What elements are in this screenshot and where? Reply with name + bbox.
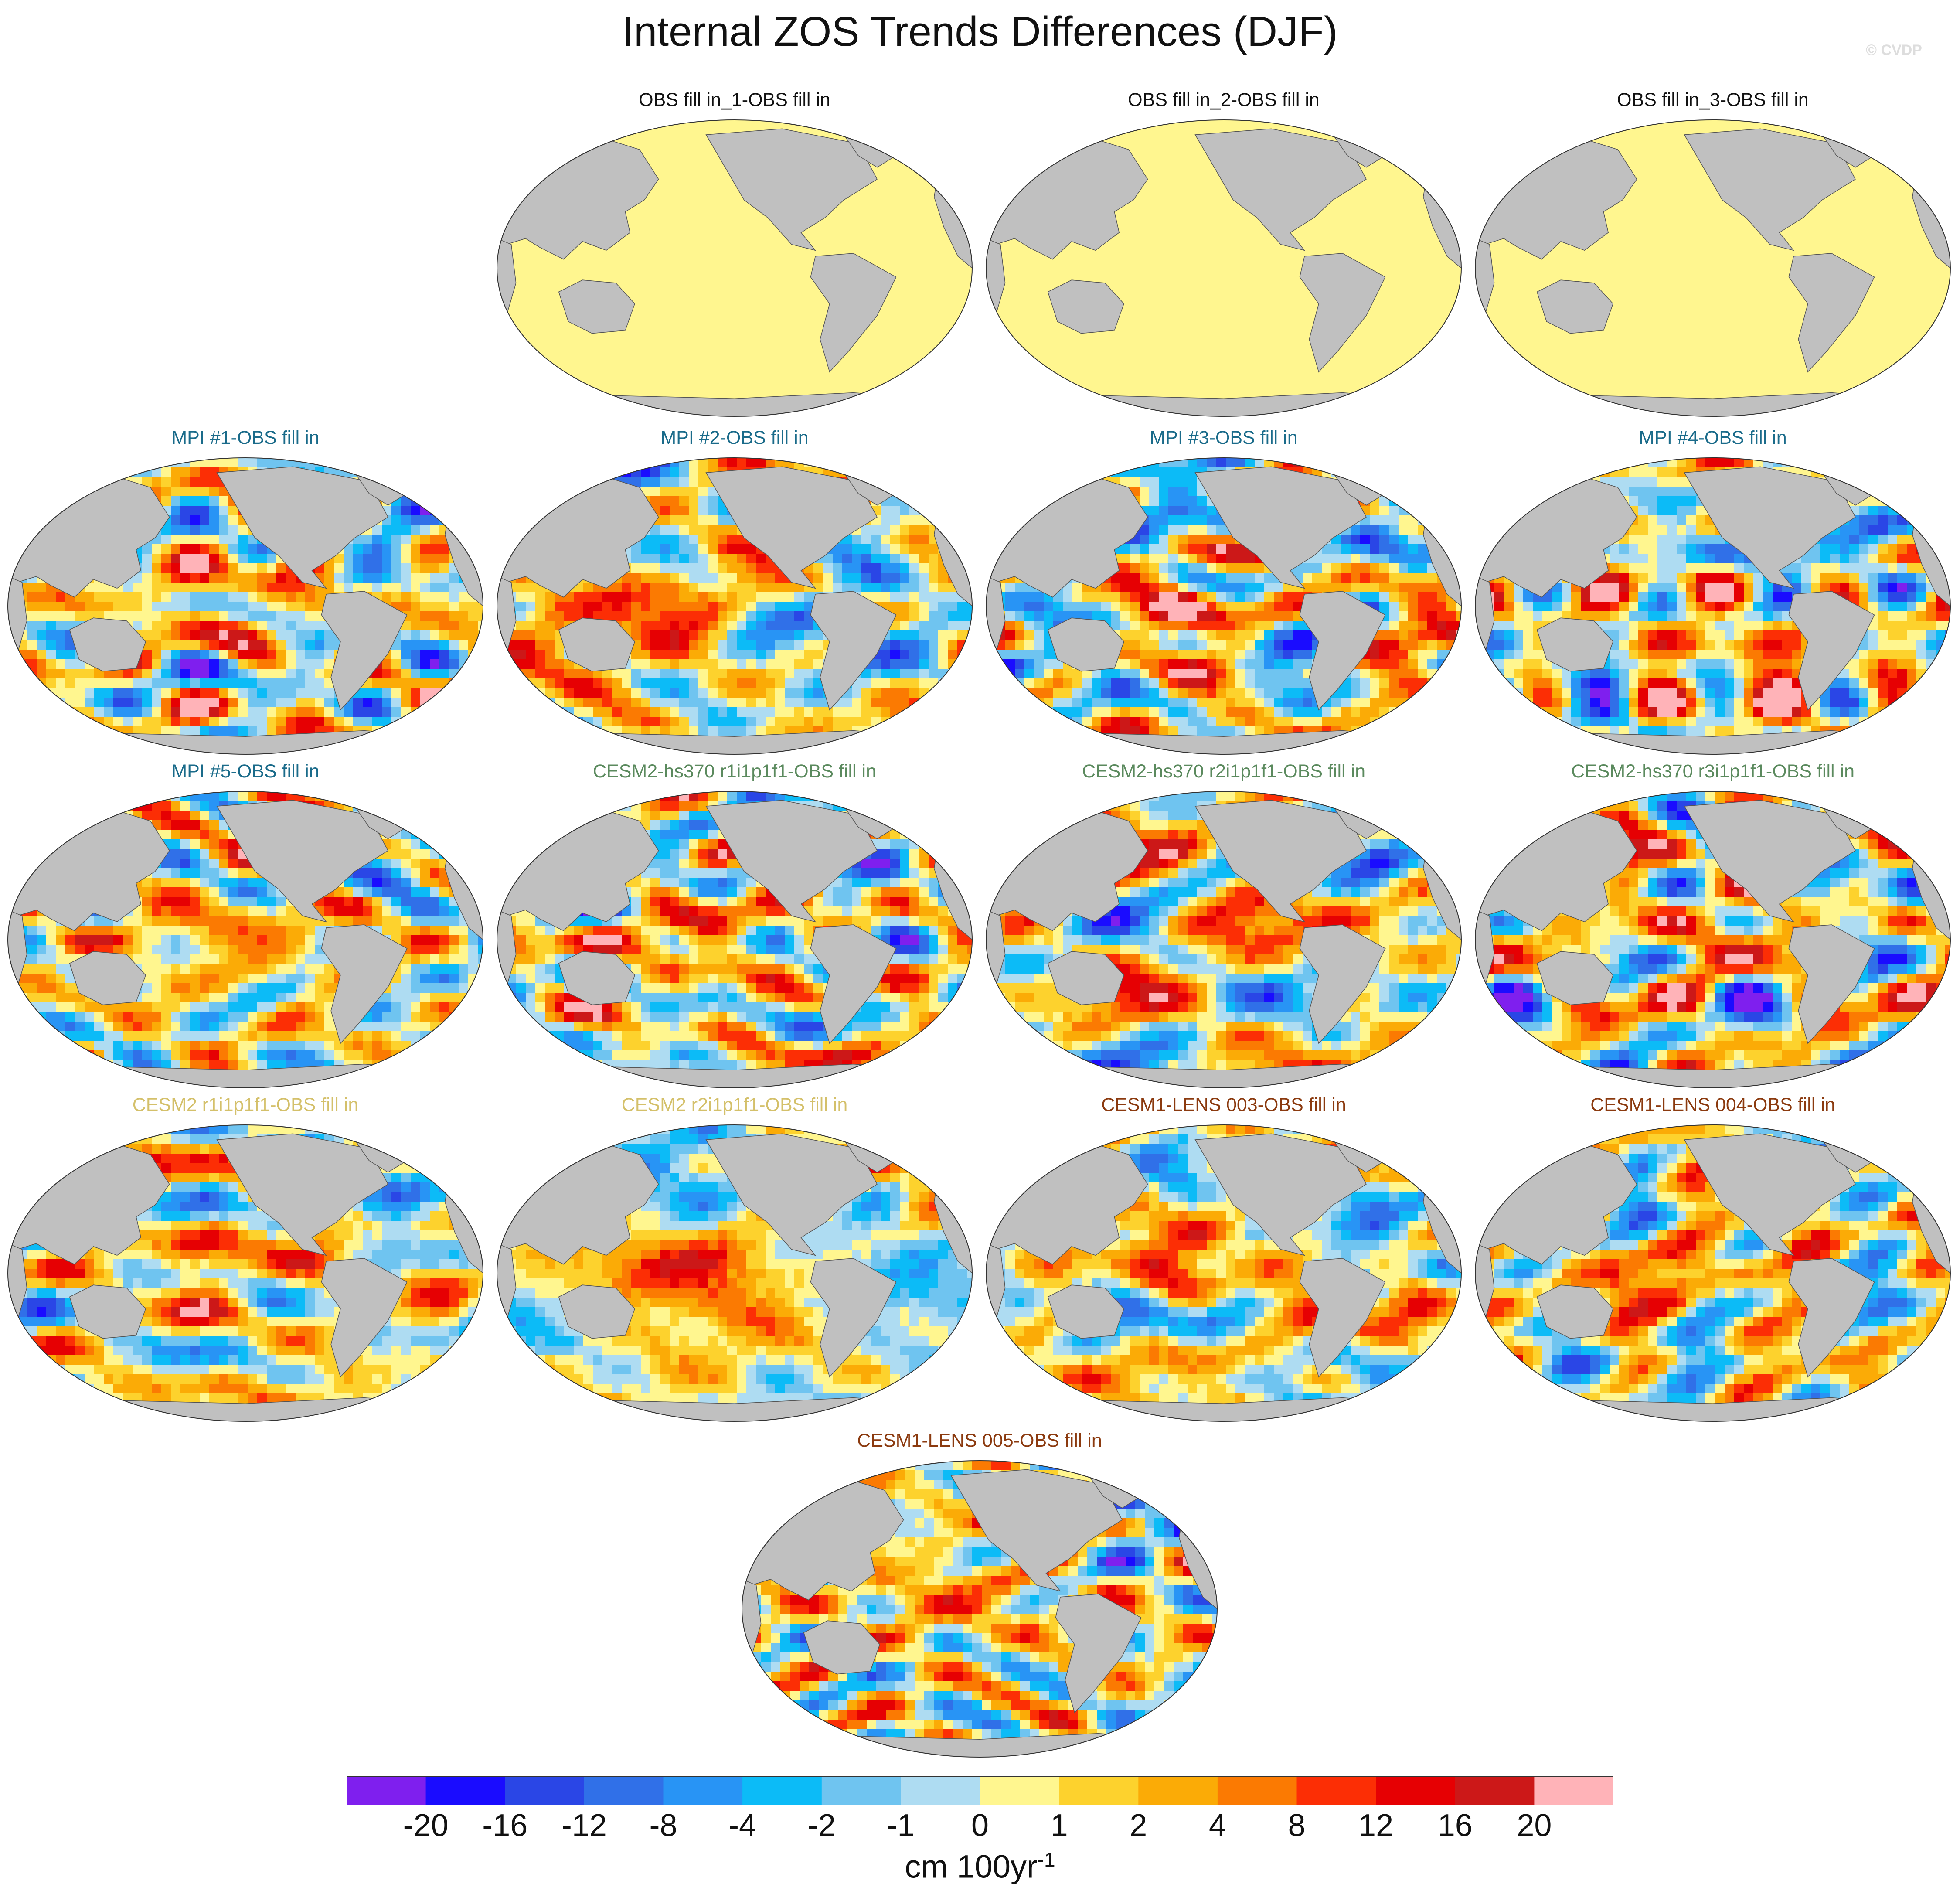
colorbar-swatch xyxy=(821,1776,901,1805)
map-panel: CESM2-hs370 r2i1p1f1-OBS fill in xyxy=(982,761,1466,1092)
map-5 xyxy=(986,457,1462,755)
map-8 xyxy=(497,791,973,1088)
colorbar-units: cm 100yr-1 xyxy=(0,1848,1960,1885)
colorbar-tick-label: -4 xyxy=(699,1808,786,1843)
colorbar-tick-label: 2 xyxy=(1095,1808,1182,1843)
map-panel: MPI #2-OBS fill in xyxy=(493,427,977,759)
panel-title: MPI #5-OBS fill in xyxy=(3,761,487,782)
colorbar-tick-label: -20 xyxy=(382,1808,470,1843)
map-panel: CESM1-LENS 004-OBS fill in xyxy=(1471,1094,1955,1426)
map-panel: CESM1-LENS 003-OBS fill in xyxy=(982,1094,1466,1426)
colorbar-swatch xyxy=(1217,1776,1297,1805)
map-12 xyxy=(497,1124,973,1422)
map-panel: CESM1-LENS 005-OBS fill in xyxy=(738,1430,1222,1761)
map-panel: CESM2-hs370 r3i1p1f1-OBS fill in xyxy=(1471,761,1955,1092)
map-0 xyxy=(497,119,973,417)
map-panel: OBS fill in_3-OBS fill in xyxy=(1471,89,1955,421)
map-13 xyxy=(986,1124,1462,1422)
colorbar-swatch xyxy=(1376,1776,1456,1805)
map-panel: CESM2 r1i1p1f1-OBS fill in xyxy=(3,1094,487,1426)
colorbar-tick-label: 1 xyxy=(1016,1808,1103,1843)
panel-title: CESM2-hs370 r2i1p1f1-OBS fill in xyxy=(982,761,1466,782)
colorbar-tick-label: 4 xyxy=(1174,1808,1261,1843)
panel-title: MPI #1-OBS fill in xyxy=(3,427,487,449)
colorbar-swatch xyxy=(980,1776,1060,1805)
colorbar-swatch xyxy=(901,1776,980,1805)
map-panel: CESM2 r2i1p1f1-OBS fill in xyxy=(493,1094,977,1426)
colorbar-swatch xyxy=(742,1776,822,1805)
map-panel: MPI #5-OBS fill in xyxy=(3,761,487,1092)
colorbar-swatch xyxy=(1534,1776,1613,1805)
colorbar-swatch xyxy=(1059,1776,1139,1805)
colorbar-swatch xyxy=(1455,1776,1535,1805)
panel-title: CESM1-LENS 005-OBS fill in xyxy=(738,1430,1222,1451)
colorbar-swatch xyxy=(505,1776,585,1805)
panel-title: OBS fill in_2-OBS fill in xyxy=(982,89,1466,111)
colorbar xyxy=(347,1776,1613,1805)
panel-title: CESM2 r1i1p1f1-OBS fill in xyxy=(3,1094,487,1116)
colorbar-swatch xyxy=(425,1776,505,1805)
panel-title: MPI #3-OBS fill in xyxy=(982,427,1466,449)
map-panel: MPI #1-OBS fill in xyxy=(3,427,487,759)
colorbar-tick-label: -12 xyxy=(541,1808,628,1843)
colorbar-tick-label: 20 xyxy=(1490,1808,1578,1843)
map-panel: MPI #3-OBS fill in xyxy=(982,427,1466,759)
map-panel: OBS fill in_1-OBS fill in xyxy=(493,89,977,421)
panel-title: CESM2-hs370 r3i1p1f1-OBS fill in xyxy=(1471,761,1955,782)
colorbar-swatch xyxy=(663,1776,743,1805)
map-15 xyxy=(742,1460,1218,1758)
colorbar-tick-label: -1 xyxy=(857,1808,944,1843)
map-7 xyxy=(7,791,483,1088)
colorbar-tick-label: -16 xyxy=(461,1808,548,1843)
map-11 xyxy=(7,1124,483,1422)
colorbar-swatch xyxy=(347,1776,426,1805)
cvdp-watermark: © CVDP xyxy=(1866,42,1922,59)
map-14 xyxy=(1475,1124,1951,1422)
panel-title: MPI #2-OBS fill in xyxy=(493,427,977,449)
map-4 xyxy=(497,457,973,755)
map-10 xyxy=(1475,791,1951,1088)
map-panel: MPI #4-OBS fill in xyxy=(1471,427,1955,759)
colorbar-tick-label: -8 xyxy=(620,1808,707,1843)
panel-title: CESM2-hs370 r1i1p1f1-OBS fill in xyxy=(493,761,977,782)
map-panel: OBS fill in_2-OBS fill in xyxy=(982,89,1466,421)
map-panel: CESM2-hs370 r1i1p1f1-OBS fill in xyxy=(493,761,977,1092)
colorbar-tick-label: 12 xyxy=(1332,1808,1419,1843)
colorbar-tick-label: 8 xyxy=(1253,1808,1341,1843)
colorbar-swatch xyxy=(1296,1776,1376,1805)
colorbar-swatch xyxy=(584,1776,664,1805)
colorbar-tick-label: 16 xyxy=(1412,1808,1499,1843)
panel-title: CESM2 r2i1p1f1-OBS fill in xyxy=(493,1094,977,1116)
map-2 xyxy=(1475,119,1951,417)
colorbar-swatch xyxy=(1138,1776,1218,1805)
map-6 xyxy=(1475,457,1951,755)
figure-title: Internal ZOS Trends Differences (DJF) xyxy=(0,8,1960,56)
map-1 xyxy=(986,119,1462,417)
panel-title: CESM1-LENS 004-OBS fill in xyxy=(1471,1094,1955,1116)
colorbar-tick-label: -2 xyxy=(778,1808,865,1843)
map-9 xyxy=(986,791,1462,1088)
colorbar-tick-label: 0 xyxy=(936,1808,1024,1843)
panel-title: OBS fill in_3-OBS fill in xyxy=(1471,89,1955,111)
panel-title: OBS fill in_1-OBS fill in xyxy=(493,89,977,111)
map-3 xyxy=(7,457,483,755)
panel-title: MPI #4-OBS fill in xyxy=(1471,427,1955,449)
panel-title: CESM1-LENS 003-OBS fill in xyxy=(982,1094,1466,1116)
